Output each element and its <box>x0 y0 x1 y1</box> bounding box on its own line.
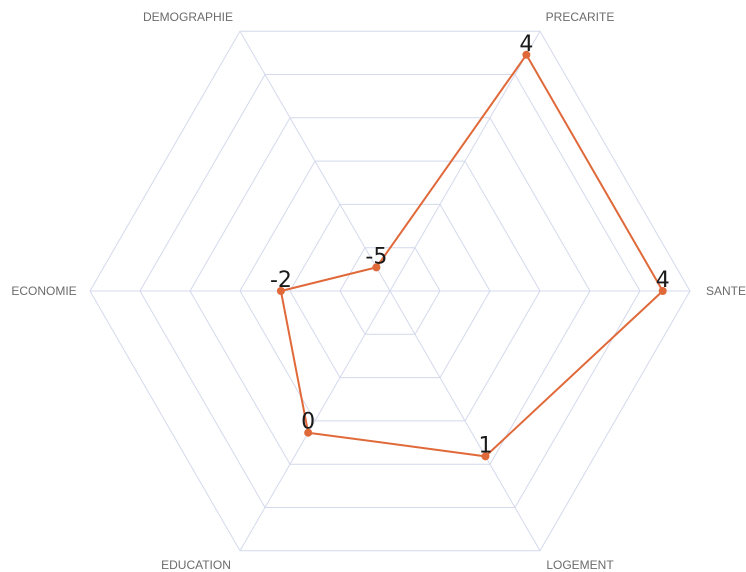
axis-label-education: EDUCATION <box>161 558 231 572</box>
series-line <box>279 53 664 458</box>
data-point-education[interactable] <box>304 428 313 437</box>
grid-spoke <box>239 30 391 292</box>
axis-label-demographie: DEMOGRAPHIE <box>143 10 233 24</box>
grid-spoke <box>389 290 541 552</box>
radar-labels: PRECARITE SANTE LOGEMENT EDUCATION ECONOMIE D… <box>11 10 746 572</box>
radar-series <box>276 50 667 461</box>
value-label-demographie: -5 <box>365 244 387 269</box>
value-label-economie: -2 <box>270 268 292 293</box>
axis-label-sante: SANTE <box>706 284 746 298</box>
data-point-precarite[interactable] <box>522 50 531 59</box>
data-point-economie[interactable] <box>276 287 285 295</box>
grid-spoke <box>239 290 391 552</box>
axis-label-precarite: PRECARITE <box>546 10 615 24</box>
axis-label-logement: LOGEMENT <box>546 558 614 572</box>
data-point-sante[interactable] <box>658 287 667 295</box>
value-label-logement: 1 <box>478 433 492 458</box>
radar-grid <box>89 30 691 552</box>
grid-spoke <box>389 30 541 292</box>
value-label-education: 0 <box>301 410 315 435</box>
data-point-logement[interactable] <box>481 452 490 461</box>
axis-label-economie: ECONOMIE <box>11 284 76 298</box>
value-label-sante: 4 <box>656 268 670 293</box>
data-point-demographie[interactable] <box>372 263 381 272</box>
value-label-precarite: 4 <box>519 32 533 57</box>
